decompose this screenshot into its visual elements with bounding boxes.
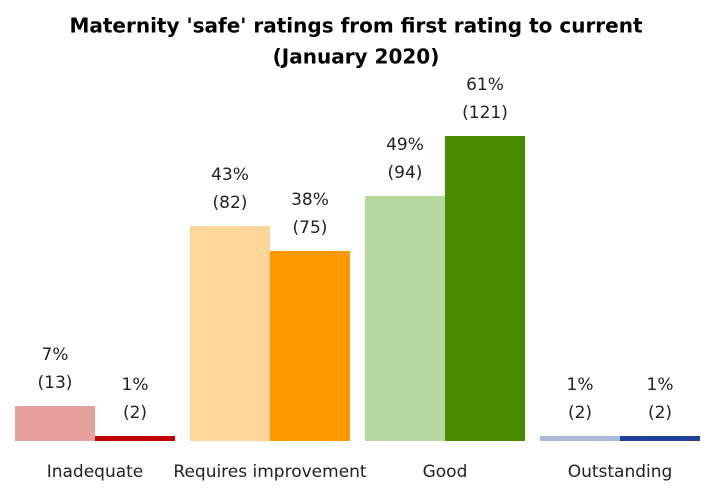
bar	[445, 136, 525, 441]
chart-title: Maternity 'safe' ratings from first rati…	[69, 14, 643, 38]
count-label: (2)	[123, 403, 147, 423]
bar	[190, 226, 270, 441]
value-label: 49%	[386, 135, 424, 155]
x-tick-label: Outstanding	[568, 462, 673, 482]
x-tick-label: Good	[423, 462, 468, 482]
value-label: 1%	[122, 375, 149, 395]
bar	[540, 436, 620, 441]
x-tick-label: Requires improvement	[173, 462, 367, 482]
count-label: (2)	[648, 403, 672, 423]
x-tick-label: Inadequate	[47, 462, 144, 482]
bar	[270, 251, 350, 441]
value-label: 38%	[291, 190, 329, 210]
value-label: 1%	[647, 375, 674, 395]
value-label: 7%	[42, 345, 69, 365]
chart-subtitle: (January 2020)	[273, 45, 440, 69]
count-label: (75)	[293, 218, 328, 238]
bar	[15, 406, 95, 441]
bar	[365, 196, 445, 441]
count-label: (121)	[462, 103, 508, 123]
count-label: (82)	[213, 193, 248, 213]
count-label: (94)	[388, 163, 423, 183]
value-label: 43%	[211, 165, 249, 185]
count-label: (13)	[38, 373, 73, 393]
bar	[620, 436, 700, 441]
bar	[95, 436, 175, 441]
value-label: 61%	[466, 75, 504, 95]
count-label: (2)	[568, 403, 592, 423]
value-label: 1%	[567, 375, 594, 395]
